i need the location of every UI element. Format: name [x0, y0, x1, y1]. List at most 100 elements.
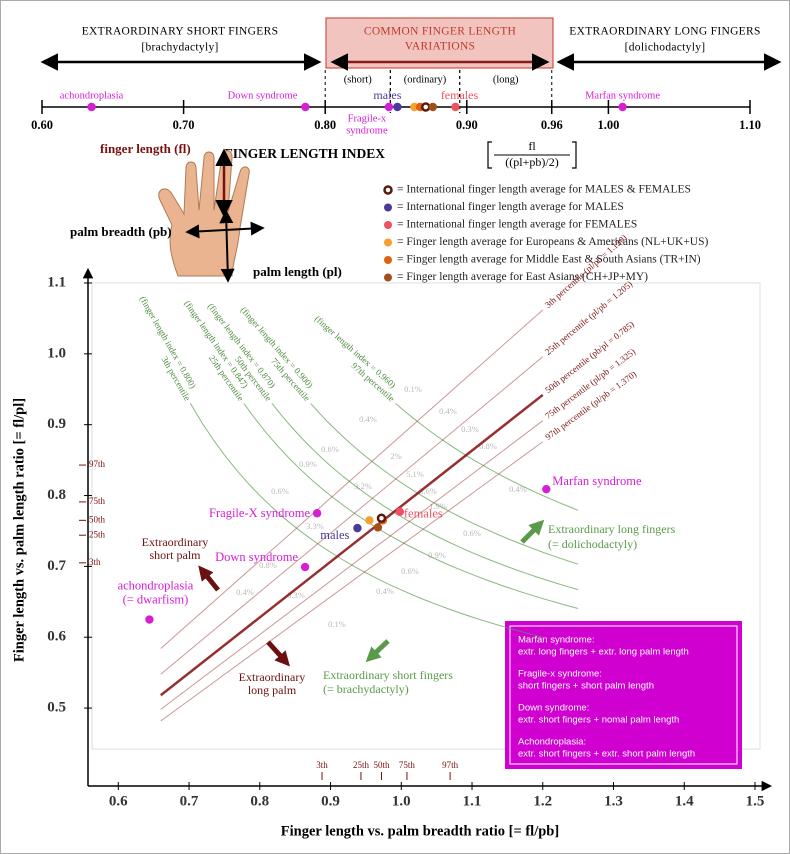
- info-box-border: [509, 625, 738, 765]
- point: [428, 102, 438, 112]
- cell-label: 5.1%: [406, 469, 424, 479]
- point: [353, 523, 362, 533]
- info-text: short fingers + short palm length: [518, 681, 654, 692]
- cell-label: 0.4%: [376, 586, 394, 596]
- y-tick-label: 0.8: [47, 487, 66, 503]
- legend-marker: [384, 273, 392, 282]
- point: [376, 513, 387, 523]
- info-title: Down syndrome:: [518, 703, 589, 714]
- cell-label: 0.4%: [439, 406, 457, 416]
- annotation: (= brachydactyly): [323, 682, 409, 696]
- ratio-line: [160, 356, 544, 675]
- x-tick-label: 1.3: [604, 793, 623, 809]
- cell-label: 3.2%: [354, 481, 372, 491]
- cell-label: 0.4%: [236, 587, 254, 597]
- percentile-label: 75th: [89, 496, 106, 506]
- point-label: Down syndrome: [215, 550, 298, 564]
- annotation: Extraordinary: [142, 535, 209, 549]
- y-tick-label: 0.9: [47, 416, 66, 432]
- info-text: extr. short fingers + extr. short palm l…: [518, 749, 695, 760]
- point-label: Marfan syndrome: [585, 90, 660, 101]
- cell-label: 0.3%: [461, 424, 479, 434]
- arrow: [198, 565, 220, 592]
- annotation: Extraordinary long fingers: [548, 522, 676, 536]
- legend-marker: [383, 185, 393, 195]
- point-label: achondroplasia: [118, 578, 194, 592]
- annotation: long palm: [248, 683, 297, 697]
- ratio-line: [160, 309, 544, 649]
- percentile-label: 3th: [316, 760, 328, 770]
- cell-label: 0.8%: [259, 560, 277, 570]
- percentile-label: 3th: [89, 557, 101, 567]
- point-label: females: [441, 88, 479, 102]
- x-tick-label: 0.8: [250, 793, 269, 809]
- x-tick-label: 1.2: [533, 793, 552, 809]
- cell-label: 1.9%: [429, 501, 447, 511]
- legend-marker: [384, 203, 392, 212]
- point: [542, 484, 551, 494]
- header-title: COMMON FINGER LENGTH: [364, 26, 516, 38]
- legend-marker: [384, 256, 392, 264]
- point: [420, 102, 431, 112]
- point: [393, 102, 402, 112]
- percentile-label: 25th: [89, 529, 106, 539]
- point: [618, 102, 627, 112]
- point: [365, 516, 374, 525]
- hand-label: palm breadth (pb): [70, 224, 172, 239]
- pl-arrow: [219, 209, 235, 283]
- index-line: [189, 403, 543, 638]
- cell-label: 2%: [390, 451, 401, 461]
- x-tick-label: 0.9: [321, 793, 340, 809]
- formula-numerator: fl: [528, 139, 536, 153]
- point: [395, 507, 405, 517]
- legend-label: = Finger length average for Europeans & …: [397, 236, 709, 248]
- hand-label: finger length (fl): [100, 141, 191, 156]
- arrow: [266, 640, 291, 667]
- cell-label: 3.3%: [306, 521, 324, 531]
- x-tick-label: 0.60: [31, 118, 53, 132]
- index-line: [395, 403, 579, 511]
- y-tick-label: 0.6: [47, 629, 66, 645]
- annotation: (= dolichodactyly): [548, 537, 637, 551]
- index-line: [243, 403, 579, 609]
- point: [301, 102, 310, 112]
- ratio-line: [160, 441, 544, 722]
- x-tick-label: 0.6: [109, 793, 128, 809]
- cell-label: 3.6%: [419, 486, 437, 496]
- annotation: Extraordinary: [239, 670, 306, 684]
- cell-label: 0.6%: [271, 486, 289, 496]
- point-label: Marfan syndrome: [552, 474, 642, 488]
- x-tick-label: 1.00: [597, 118, 619, 132]
- point: [384, 102, 394, 112]
- cell-label: 0.9%: [428, 550, 446, 560]
- percentile-label: 50th: [373, 760, 390, 770]
- hand: finger length (fl) palm breadth (pb) pal…: [70, 141, 342, 283]
- header-title: EXTRAORDINARY SHORT FINGERS: [82, 26, 279, 38]
- index-line: [310, 403, 579, 565]
- point: [87, 102, 96, 112]
- info-text: extr. short fingers + nomal palm length: [518, 715, 679, 726]
- point-label: Down syndrome: [228, 90, 298, 101]
- info-text: Marfan syndrome:extr. long fingers + ext…: [518, 635, 695, 760]
- ratio-line: [159, 393, 544, 697]
- cell-label: 0.8%: [479, 441, 497, 451]
- info-title: Fragile-x syndrome:: [518, 669, 602, 680]
- header-subtitle: VARIATIONS: [405, 41, 476, 53]
- point: [451, 102, 460, 112]
- index-axis-title: FINGER LENGTH INDEX: [224, 146, 385, 161]
- y-tick-label: 0.7: [47, 558, 66, 574]
- y-tick-label: 1.1: [47, 274, 66, 290]
- cell-label: 0.6%: [401, 566, 419, 576]
- header-subtitle: [dolichodactyly]: [625, 42, 706, 54]
- info-title: Achondroplasia:: [518, 737, 586, 748]
- index-line: [271, 403, 579, 591]
- point-label: males: [320, 528, 349, 542]
- legend-label: = Finger length average for East Asians …: [397, 271, 648, 283]
- header-title: EXTRAORDINARY LONG FINGERS: [569, 26, 760, 38]
- header-subtitle: [brachydactyly]: [141, 42, 218, 54]
- point-label: Fragile-X syndrome: [209, 506, 310, 520]
- legend-marker: [384, 221, 392, 229]
- y-tick-label: 0.5: [47, 700, 66, 716]
- region-label: (short): [344, 74, 372, 85]
